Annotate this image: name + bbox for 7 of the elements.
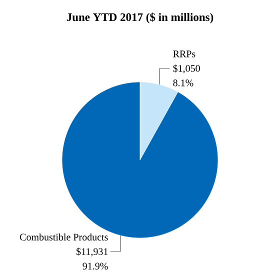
data-label: $11,931: [76, 248, 108, 256]
text: 91.9%: [82, 262, 108, 270]
slice-label: Combustible Products: [20, 233, 108, 240]
chart-title: June YTD 2017 ($ in millions): [66, 12, 214, 24]
text: 8.1%: [173, 80, 194, 86]
slice-label: RRPs: [173, 50, 196, 58]
data-label: $1,050: [173, 64, 200, 74]
